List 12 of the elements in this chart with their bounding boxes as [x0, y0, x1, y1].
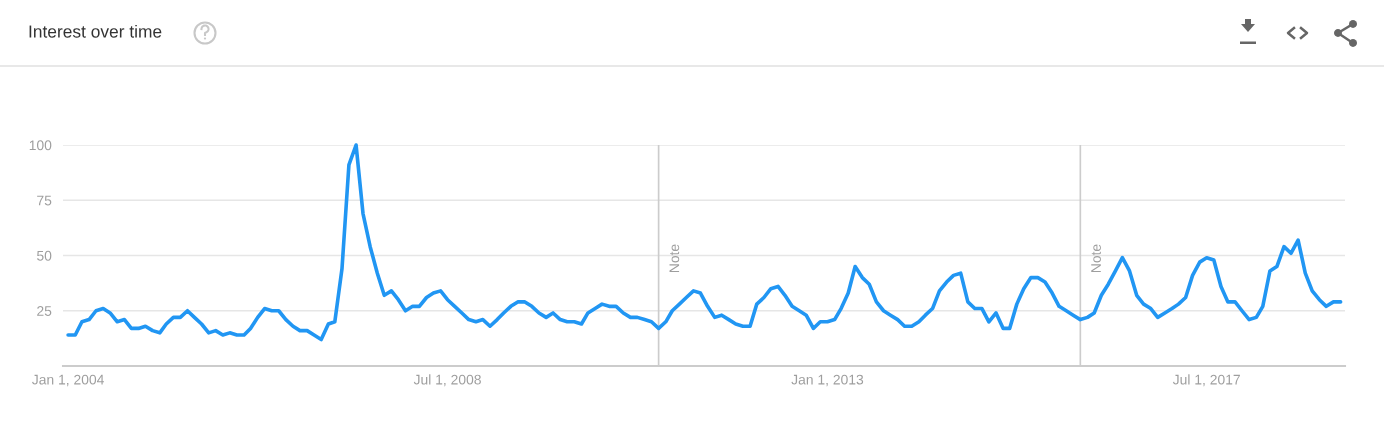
ref-line-label: Note — [1091, 244, 1101, 273]
x-tick-label: Jan 1, 2013 — [791, 374, 864, 387]
y-tick-label: 50 — [37, 250, 52, 261]
line-series — [66, 143, 1343, 342]
x-tick-label: Jan 1, 2004 — [32, 374, 104, 387]
x-tick-label: Jul 1, 2008 — [413, 374, 481, 387]
x-tick-label: Jul 1, 2017 — [1172, 374, 1240, 387]
ref-line-label: Note — [669, 244, 680, 273]
y-tick-label: 25 — [37, 306, 52, 316]
y-tick-label: 100 — [29, 140, 52, 151]
chart-title: Interest over time — [29, 24, 162, 38]
y-tick-label: 75 — [37, 195, 52, 206]
